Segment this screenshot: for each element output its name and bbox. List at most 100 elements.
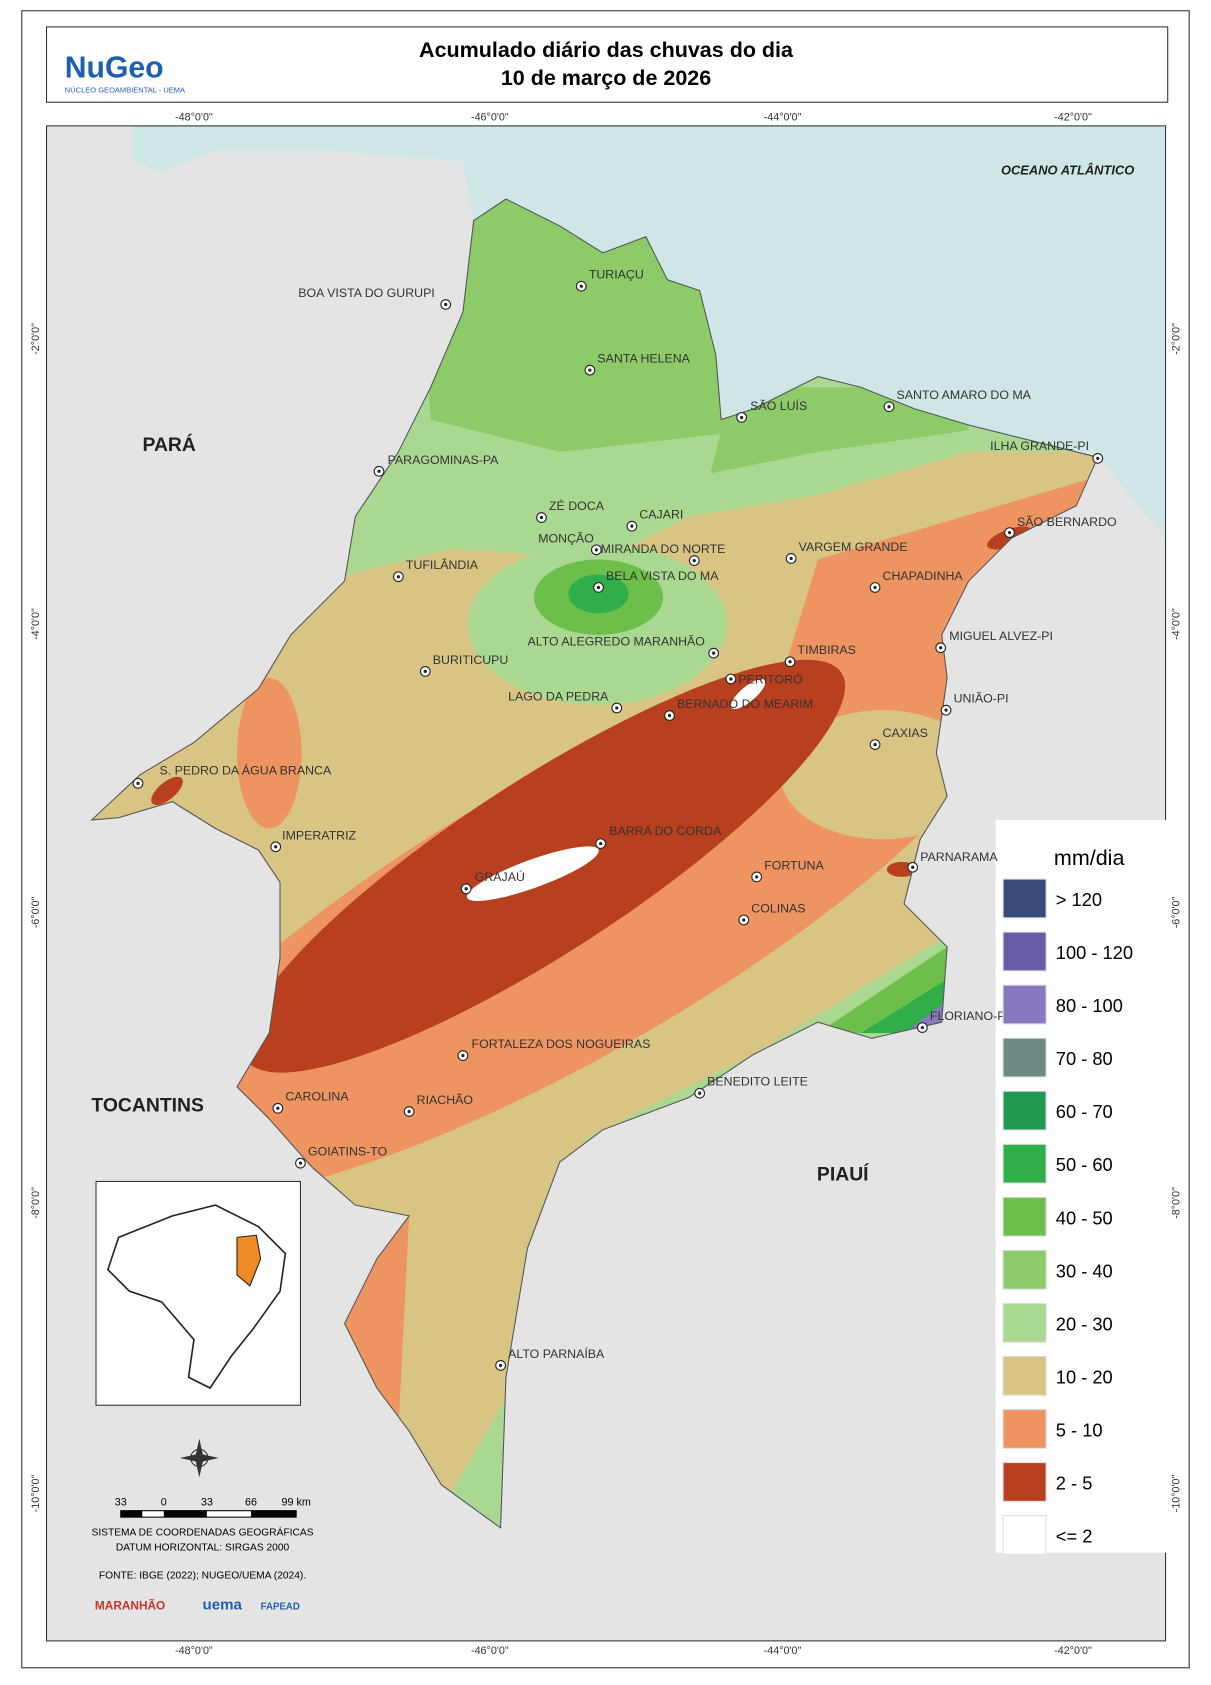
city-label: ALTO PARNAÍBA [508, 1346, 605, 1361]
city-marker-center [944, 708, 948, 712]
subtitle: 10 de março de 2026 [501, 66, 711, 90]
city-marker-center [712, 651, 716, 655]
city-marker-center [298, 1161, 303, 1165]
city-marker-center [464, 887, 468, 891]
city-marker-center [599, 841, 603, 846]
legend-label: 2 - 5 [1056, 1472, 1093, 1493]
latitude-label: -6°0'0" [30, 896, 42, 928]
city-label: ILHA GRANDE-PI [990, 439, 1089, 453]
inset-map [95, 1180, 301, 1406]
city-marker-center [444, 302, 448, 307]
legend-title: mm/dia [1054, 846, 1125, 870]
city-marker-center [911, 865, 915, 869]
latitude-label: -4°0'0" [1171, 608, 1183, 640]
city-label: CAROLINA [285, 1090, 349, 1104]
legend-label: <= 2 [1056, 1526, 1093, 1547]
region-label: PIAUÍ [817, 1162, 869, 1185]
legend-label: 5 - 10 [1056, 1419, 1103, 1440]
city-marker-center [1007, 531, 1012, 535]
city-marker-center [596, 585, 601, 590]
legend-label: 20 - 30 [1056, 1313, 1113, 1334]
city-marker-center [873, 585, 877, 590]
city-label: BELA VISTA DO MA [606, 569, 719, 583]
longitude-label: -42°0'0" [1054, 112, 1092, 124]
city-marker-center [615, 706, 619, 710]
city-label: VARGEM GRANDE [799, 540, 908, 554]
city-label: TIMBIRAS [798, 643, 856, 657]
longitude-label: -44°0'0" [764, 112, 802, 124]
city-label: SANTO AMARO DO MA [897, 388, 1032, 402]
city-label: MONÇÃO [538, 531, 594, 545]
scale-label: 33 [115, 1496, 127, 1508]
city-label: MIRANDA DO NORTE [601, 542, 726, 556]
city-label: GRAJAÚ [475, 869, 525, 884]
city-label: TUFILÂNDIA [406, 557, 479, 572]
legend-label: 40 - 50 [1056, 1207, 1113, 1228]
city-label: CAJARI [639, 508, 683, 522]
city-marker-center [939, 646, 943, 650]
longitude-label: -48°0'0" [175, 1645, 213, 1657]
longitude-label: -48°0'0" [175, 112, 213, 124]
legend-label: 30 - 40 [1056, 1260, 1113, 1281]
city-marker-center [630, 524, 634, 528]
state-border [90, 198, 1099, 1529]
city-label: BARRA DO CORDA [609, 824, 722, 838]
city-marker-center [873, 742, 877, 747]
city-label: ALTO ALEGREDO MARANHÃO [527, 635, 705, 649]
city-label: RIACHÃO [417, 1093, 474, 1107]
latitude-label: -2°0'0" [1171, 323, 1183, 355]
title-box [45, 26, 1169, 103]
city-marker-center [588, 368, 592, 372]
city-label: BOA VISTA DO GURUPI [298, 286, 434, 300]
city-label: SÃO BERNARDO [1017, 515, 1117, 529]
longitude-label: -44°0'0" [764, 1645, 802, 1657]
latitude-label: -10°0'0" [30, 1474, 42, 1512]
scale-bar [120, 1510, 297, 1518]
legend-swatch [1002, 1302, 1047, 1343]
crs-text: SISTEMA DE COORDENADAS GEOGRÁFICAS [92, 1525, 314, 1538]
city-marker-center [692, 558, 696, 563]
legend-swatch [1002, 1143, 1047, 1184]
partner-logo: MARANHÃO [95, 1599, 165, 1613]
legend-label: > 120 [1056, 889, 1102, 910]
latitude-label: -6°0'0" [1171, 896, 1183, 928]
city-marker-center [396, 575, 400, 579]
scale-label: 33 [201, 1496, 213, 1508]
legend-label: 70 - 80 [1056, 1048, 1113, 1069]
scale-label: 0 [161, 1496, 167, 1508]
city-label: LAGO DA PEDRA [508, 689, 609, 703]
city-label: ZÉ DOCA [549, 498, 605, 513]
city-marker-center [594, 548, 598, 552]
north-arrow [179, 1438, 219, 1478]
legend-label: 80 - 100 [1056, 995, 1123, 1016]
city-marker-center [276, 1106, 280, 1110]
latitude-label: -8°0'0" [1171, 1187, 1183, 1219]
city-marker-center [274, 845, 278, 849]
city-marker-center [920, 1025, 924, 1030]
legend-swatch [1002, 1355, 1047, 1396]
city-label: FORTUNA [764, 858, 824, 872]
latitude-label: -4°0'0" [30, 608, 42, 640]
city-marker-center [579, 284, 583, 288]
legend-swatch [1002, 1090, 1047, 1131]
city-label: TURIAÇU [589, 268, 644, 282]
legend-swatch [1002, 878, 1047, 919]
city-marker-center [377, 469, 381, 473]
city-marker-center [755, 875, 759, 879]
city-label: SÃO LUÍS [750, 398, 807, 413]
logo: NuGeo [65, 51, 164, 84]
legend-swatch [1002, 931, 1047, 972]
latitude-label: -10°0'0" [1171, 1474, 1183, 1512]
latitude-label: -8°0'0" [30, 1187, 42, 1219]
city-label: FLORIANO-PI [930, 1009, 1009, 1023]
city-marker-center [789, 556, 793, 561]
city-label: COLINAS [751, 901, 805, 915]
region-label: OCEANO ATLÂNTICO [1001, 162, 1134, 177]
logo-subtitle: NÚCLEO GEOAMBIENTAL - UEMA [65, 86, 185, 95]
legend-swatch [1002, 1249, 1047, 1290]
legend-label: 100 - 120 [1056, 942, 1133, 963]
city-label: MIGUEL ALVEZ-PI [949, 629, 1053, 643]
legend-label: 50 - 60 [1056, 1154, 1113, 1175]
longitude-label: -46°0'0" [471, 1645, 509, 1657]
city-marker-center [136, 781, 140, 785]
